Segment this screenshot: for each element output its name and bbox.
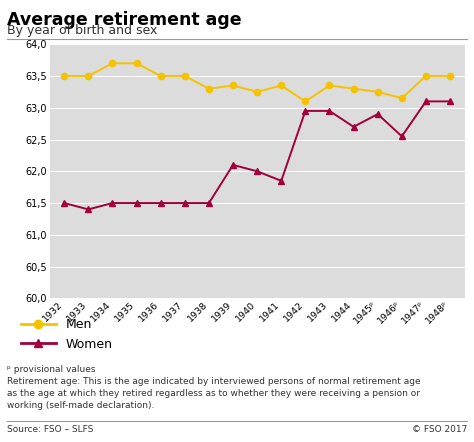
Text: ᵖ provisional values: ᵖ provisional values [7,365,96,373]
Text: Average retirement age: Average retirement age [7,11,242,29]
Text: Source: FSO – SLFS: Source: FSO – SLFS [7,425,93,434]
Legend: Men, Women: Men, Women [16,313,118,356]
Text: © FSO 2017: © FSO 2017 [411,425,467,434]
Text: Retirement age: This is the age indicated by interviewed persons of normal retir: Retirement age: This is the age indicate… [7,377,421,410]
Text: By year of birth and sex: By year of birth and sex [7,24,157,37]
